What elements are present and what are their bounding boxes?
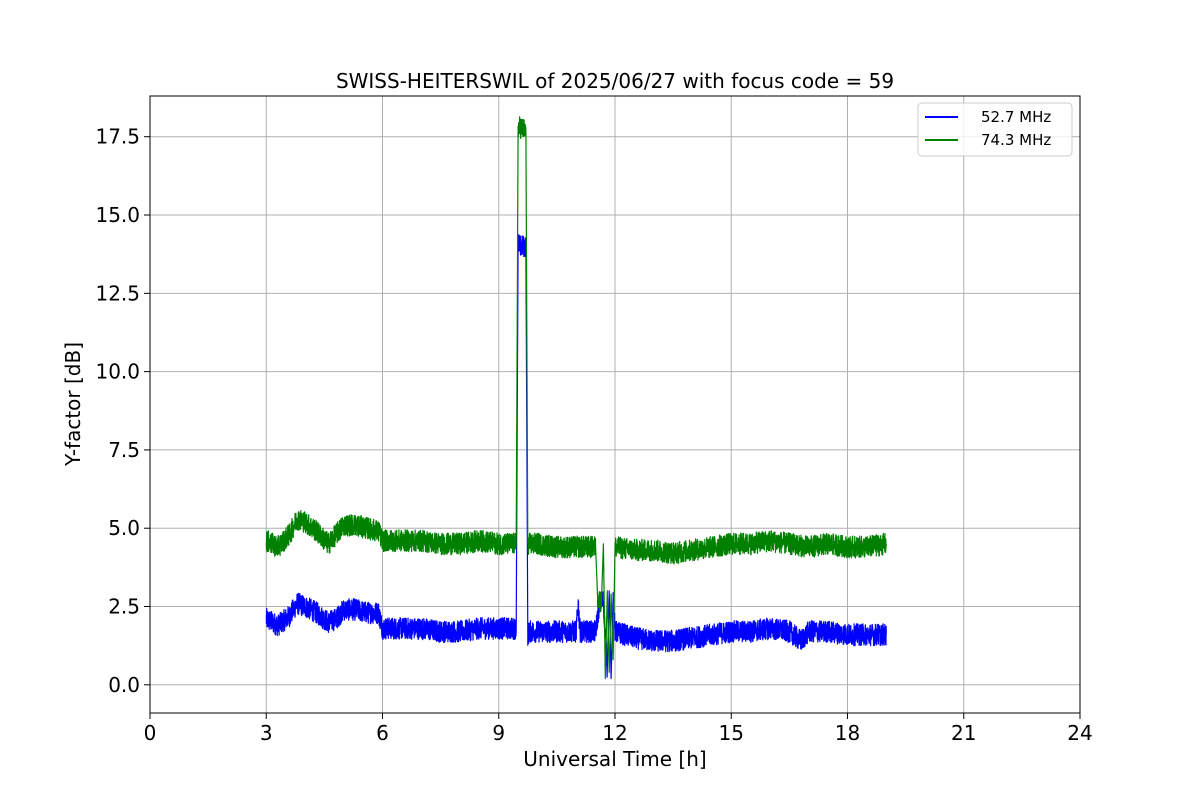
legend-label-52-7: 52.7 MHz (981, 108, 1051, 126)
x-tick-label: 15 (719, 721, 744, 745)
x-tick-label: 6 (376, 721, 389, 745)
y-tick-label: 7.5 (108, 438, 140, 462)
series-line-0 (265, 234, 887, 680)
x-tick-label: 0 (144, 721, 157, 745)
plot-area (265, 116, 887, 680)
x-tick-label: 9 (492, 721, 505, 745)
x-tick-label: 24 (1067, 721, 1092, 745)
legend-label-74-3: 74.3 MHz (981, 131, 1051, 149)
series-line-1 (265, 116, 887, 680)
y-tick-label: 2.5 (108, 595, 140, 619)
y-tick-label: 5.0 (108, 516, 140, 540)
y-tick-label: 17.5 (95, 125, 140, 149)
chart-title: SWISS-HEITERSWIL of 2025/06/27 with focu… (336, 69, 894, 93)
y-tick-label: 12.5 (95, 281, 140, 305)
x-tick-label: 3 (260, 721, 273, 745)
y-axis-label: Y-factor [dB] (61, 342, 85, 467)
x-axis-label: Universal Time [h] (523, 747, 706, 771)
y-tick-label: 10.0 (95, 360, 140, 384)
y-tick-label: 15.0 (95, 203, 140, 227)
axes: 0 3 6 9 12 15 18 21 24 0.0 2.5 5.0 7.5 10.0 12.5 15.0 17… (95, 125, 1092, 745)
x-tick-label: 12 (602, 721, 627, 745)
y-tick-label: 0.0 (108, 673, 140, 697)
x-tick-label: 18 (835, 721, 860, 745)
legend: 52.7 MHz 74.3 MHz (917, 102, 1073, 157)
x-tick-label: 21 (951, 721, 976, 745)
